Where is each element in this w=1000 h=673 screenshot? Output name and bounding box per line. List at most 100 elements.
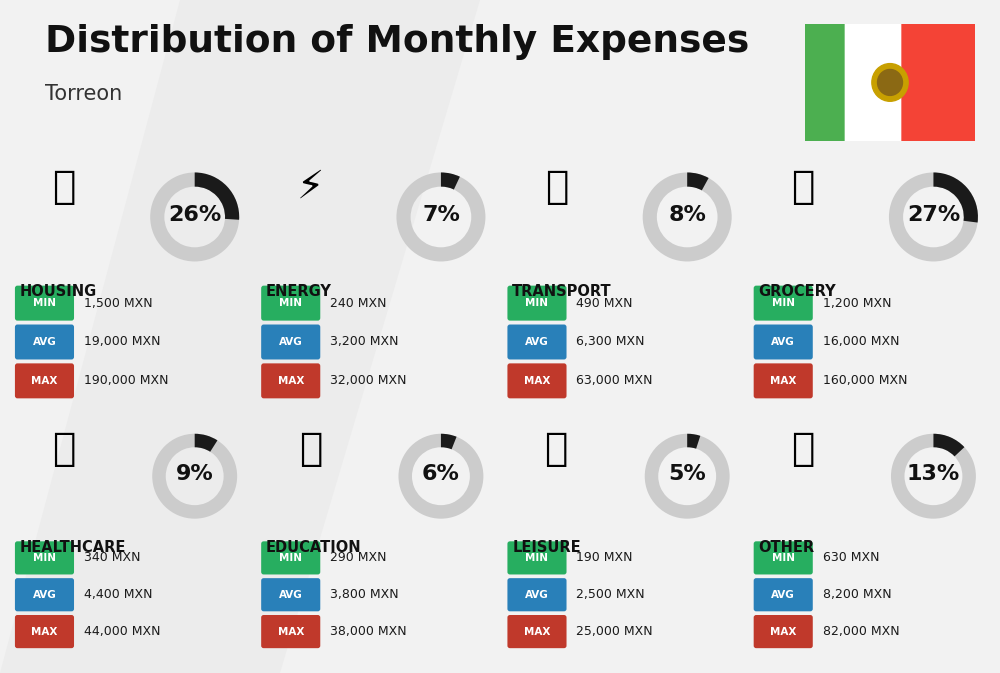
FancyBboxPatch shape xyxy=(901,6,992,159)
Text: 25,000 MXN: 25,000 MXN xyxy=(576,625,653,638)
Wedge shape xyxy=(933,172,978,223)
Polygon shape xyxy=(0,0,480,673)
FancyBboxPatch shape xyxy=(261,285,320,320)
FancyBboxPatch shape xyxy=(507,324,567,359)
FancyBboxPatch shape xyxy=(261,578,320,611)
Text: MAX: MAX xyxy=(31,627,58,637)
Text: HOUSING: HOUSING xyxy=(20,284,97,299)
FancyBboxPatch shape xyxy=(261,324,320,359)
Text: 8,200 MXN: 8,200 MXN xyxy=(823,588,891,601)
Text: LEISURE: LEISURE xyxy=(512,540,581,555)
Text: MAX: MAX xyxy=(770,376,796,386)
Wedge shape xyxy=(643,172,732,262)
FancyBboxPatch shape xyxy=(507,578,567,611)
Text: 9%: 9% xyxy=(176,464,214,485)
Text: MIN: MIN xyxy=(525,298,548,308)
FancyBboxPatch shape xyxy=(845,6,935,159)
Text: MAX: MAX xyxy=(31,376,58,386)
Text: 13%: 13% xyxy=(907,464,960,485)
FancyBboxPatch shape xyxy=(754,615,813,648)
Text: AVG: AVG xyxy=(525,590,549,600)
Text: 160,000 MXN: 160,000 MXN xyxy=(823,374,907,388)
Text: 6%: 6% xyxy=(422,464,460,485)
Text: 63,000 MXN: 63,000 MXN xyxy=(576,374,653,388)
FancyBboxPatch shape xyxy=(15,285,74,320)
FancyBboxPatch shape xyxy=(754,578,813,611)
FancyBboxPatch shape xyxy=(507,285,567,320)
Wedge shape xyxy=(152,434,237,519)
Wedge shape xyxy=(441,434,457,450)
Wedge shape xyxy=(195,172,239,220)
Wedge shape xyxy=(645,434,730,519)
Text: 190,000 MXN: 190,000 MXN xyxy=(84,374,168,388)
Text: 1,500 MXN: 1,500 MXN xyxy=(84,297,152,310)
Wedge shape xyxy=(195,434,217,452)
Text: MIN: MIN xyxy=(279,298,302,308)
Text: Torreon: Torreon xyxy=(45,84,122,104)
Text: 3,200 MXN: 3,200 MXN xyxy=(330,336,399,349)
FancyBboxPatch shape xyxy=(15,578,74,611)
Circle shape xyxy=(872,63,908,101)
Text: MAX: MAX xyxy=(524,376,550,386)
Text: AVG: AVG xyxy=(33,337,56,347)
Text: MAX: MAX xyxy=(770,627,796,637)
Text: ENERGY: ENERGY xyxy=(266,284,332,299)
Text: 3,800 MXN: 3,800 MXN xyxy=(330,588,399,601)
Wedge shape xyxy=(441,172,460,190)
FancyBboxPatch shape xyxy=(15,363,74,398)
FancyBboxPatch shape xyxy=(507,615,567,648)
Text: 16,000 MXN: 16,000 MXN xyxy=(823,336,899,349)
Circle shape xyxy=(878,69,902,96)
FancyBboxPatch shape xyxy=(15,541,74,575)
Text: AVG: AVG xyxy=(279,590,303,600)
Text: AVG: AVG xyxy=(771,337,795,347)
Text: Distribution of Monthly Expenses: Distribution of Monthly Expenses xyxy=(45,24,749,59)
Text: 7%: 7% xyxy=(422,205,460,225)
Text: 630 MXN: 630 MXN xyxy=(823,551,879,565)
Text: 290 MXN: 290 MXN xyxy=(330,551,387,565)
Text: MAX: MAX xyxy=(278,627,304,637)
FancyBboxPatch shape xyxy=(507,541,567,575)
Text: MIN: MIN xyxy=(772,298,795,308)
Text: MIN: MIN xyxy=(525,553,548,563)
Text: MIN: MIN xyxy=(772,553,795,563)
Text: 🚌: 🚌 xyxy=(545,168,568,206)
Text: 240 MXN: 240 MXN xyxy=(330,297,387,310)
FancyBboxPatch shape xyxy=(754,363,813,398)
Text: 💰: 💰 xyxy=(791,429,815,468)
Text: 340 MXN: 340 MXN xyxy=(84,551,140,565)
Text: 190 MXN: 190 MXN xyxy=(576,551,633,565)
Wedge shape xyxy=(396,172,485,262)
Text: 44,000 MXN: 44,000 MXN xyxy=(84,625,160,638)
Text: 8%: 8% xyxy=(668,205,706,225)
Text: 🏢: 🏢 xyxy=(52,168,76,206)
Text: 6,300 MXN: 6,300 MXN xyxy=(576,336,645,349)
Text: OTHER: OTHER xyxy=(759,540,815,555)
Text: MAX: MAX xyxy=(278,376,304,386)
Text: 5%: 5% xyxy=(668,464,706,485)
Text: 26%: 26% xyxy=(168,205,221,225)
Text: 🛒: 🛒 xyxy=(791,168,815,206)
FancyBboxPatch shape xyxy=(261,363,320,398)
Wedge shape xyxy=(687,434,700,449)
Wedge shape xyxy=(150,172,239,262)
FancyBboxPatch shape xyxy=(788,6,879,159)
Text: 1,200 MXN: 1,200 MXN xyxy=(823,297,891,310)
Text: 2,500 MXN: 2,500 MXN xyxy=(576,588,645,601)
FancyBboxPatch shape xyxy=(261,541,320,575)
Text: 🛍️: 🛍️ xyxy=(545,429,568,468)
Wedge shape xyxy=(889,172,978,262)
FancyBboxPatch shape xyxy=(754,541,813,575)
Text: AVG: AVG xyxy=(279,337,303,347)
Text: GROCERY: GROCERY xyxy=(759,284,836,299)
Text: AVG: AVG xyxy=(771,590,795,600)
Text: 19,000 MXN: 19,000 MXN xyxy=(84,336,160,349)
Text: 32,000 MXN: 32,000 MXN xyxy=(330,374,407,388)
Text: ⚡: ⚡ xyxy=(297,168,324,206)
Text: 27%: 27% xyxy=(907,205,960,225)
Wedge shape xyxy=(687,172,709,190)
FancyBboxPatch shape xyxy=(15,615,74,648)
FancyBboxPatch shape xyxy=(754,324,813,359)
Text: MIN: MIN xyxy=(33,553,56,563)
Text: EDUCATION: EDUCATION xyxy=(266,540,362,555)
